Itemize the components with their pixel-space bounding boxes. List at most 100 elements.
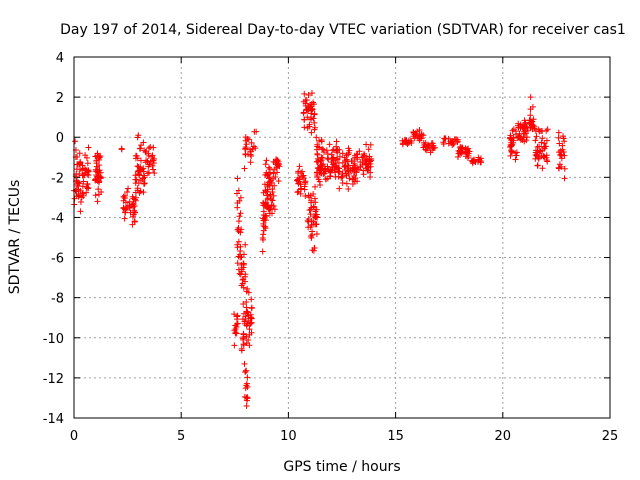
data-point xyxy=(80,178,87,185)
data-point xyxy=(246,326,253,333)
data-point xyxy=(242,369,249,376)
data-point xyxy=(246,342,253,349)
data-point xyxy=(143,148,150,155)
data-point xyxy=(135,132,142,139)
data-point xyxy=(260,208,267,215)
data-point xyxy=(243,394,250,401)
data-point xyxy=(233,330,240,337)
data-point xyxy=(310,247,317,254)
data-point xyxy=(354,178,361,185)
data-point xyxy=(237,210,244,217)
data-point xyxy=(454,139,461,146)
data-point xyxy=(309,228,316,235)
data-point xyxy=(330,161,337,168)
data-point xyxy=(474,158,481,165)
data-point xyxy=(512,156,519,163)
data-point xyxy=(92,192,99,199)
data-point xyxy=(313,211,320,218)
data-point xyxy=(266,166,273,173)
data-point xyxy=(73,188,80,195)
data-point xyxy=(238,282,245,289)
data-point xyxy=(325,156,332,163)
data-point xyxy=(234,175,241,182)
data-point xyxy=(92,166,99,173)
data-point xyxy=(523,134,530,141)
data-point xyxy=(150,144,157,151)
data-point xyxy=(242,273,249,280)
data-point xyxy=(341,163,348,170)
data-point xyxy=(240,333,247,340)
data-point xyxy=(411,135,418,142)
y-tick-label: -12 xyxy=(43,372,64,387)
data-point xyxy=(120,204,127,211)
data-point xyxy=(558,155,565,162)
data-point xyxy=(248,296,255,303)
data-point xyxy=(240,336,247,343)
data-point xyxy=(363,161,370,168)
data-point xyxy=(308,90,315,97)
data-point xyxy=(262,161,269,168)
data-point xyxy=(245,312,252,319)
data-point xyxy=(462,149,469,156)
data-point xyxy=(344,163,351,170)
data-point xyxy=(329,164,336,171)
data-point xyxy=(530,122,537,129)
data-point xyxy=(527,106,534,113)
data-point xyxy=(524,127,531,134)
data-point xyxy=(454,154,461,161)
data-point xyxy=(349,176,356,183)
data-point xyxy=(273,163,280,170)
data-point xyxy=(240,251,247,258)
data-point xyxy=(442,135,449,142)
data-point xyxy=(314,171,321,178)
data-point xyxy=(360,153,367,160)
data-point xyxy=(265,164,272,171)
data-point xyxy=(522,121,529,128)
data-point xyxy=(96,162,103,169)
x-tick-label: 10 xyxy=(280,429,297,444)
data-point xyxy=(146,169,152,176)
data-point xyxy=(232,322,239,329)
data-point xyxy=(555,134,562,141)
data-point xyxy=(243,380,250,387)
data-point xyxy=(302,178,309,185)
data-point xyxy=(248,139,255,146)
data-point xyxy=(244,395,251,402)
data-point xyxy=(264,172,271,179)
data-point xyxy=(311,110,318,117)
data-point xyxy=(85,184,92,191)
data-point xyxy=(95,191,102,198)
data-point xyxy=(84,160,91,167)
data-point xyxy=(95,169,102,176)
data-point xyxy=(76,180,83,187)
data-point xyxy=(365,164,372,171)
data-point xyxy=(421,142,428,149)
data-point xyxy=(151,169,158,176)
data-point xyxy=(477,157,484,164)
data-point xyxy=(276,163,283,170)
data-point xyxy=(83,167,90,174)
data-point xyxy=(243,141,250,148)
data-point xyxy=(333,143,340,150)
data-point xyxy=(464,154,471,161)
data-point xyxy=(515,122,522,129)
data-point xyxy=(262,202,269,209)
data-point xyxy=(527,112,534,119)
data-point xyxy=(465,150,472,157)
data-point xyxy=(560,135,567,142)
data-point xyxy=(333,138,340,145)
data-point xyxy=(404,139,411,146)
data-point xyxy=(471,157,478,164)
data-point xyxy=(294,177,301,184)
data-point xyxy=(149,152,156,159)
data-point xyxy=(74,154,81,161)
data-point xyxy=(416,132,423,139)
data-point xyxy=(532,137,539,144)
data-point xyxy=(306,121,313,128)
data-point xyxy=(307,224,314,231)
data-point xyxy=(140,139,147,146)
data-point xyxy=(543,127,550,134)
data-point xyxy=(295,168,302,175)
data-point xyxy=(296,176,303,183)
data-point xyxy=(235,218,242,225)
